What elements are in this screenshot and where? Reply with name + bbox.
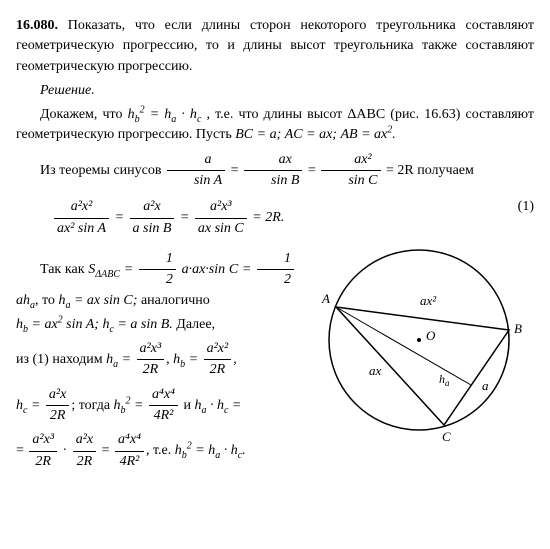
label-a: a bbox=[482, 378, 489, 393]
label-O: O bbox=[426, 328, 436, 343]
conclusion-eq: hb2 = ha · hc. bbox=[175, 443, 246, 458]
frac-ax-sinB: axsin B bbox=[244, 150, 302, 192]
triangle-abc bbox=[336, 307, 509, 425]
solution-heading: Решение. bbox=[16, 81, 534, 101]
frac-ax2-sinC: ax²sin C bbox=[321, 150, 380, 192]
label-A: A bbox=[321, 291, 330, 306]
equation-1: a²x²ax² sin A = a²xa sin B = a²x³ax sin … bbox=[52, 197, 534, 239]
label-B: B bbox=[514, 321, 522, 336]
ha-eq: ha = ax sin C; bbox=[58, 293, 137, 308]
label-ha: ha bbox=[439, 372, 450, 388]
final-line: = a²x³2R · a²x2R = a⁴x⁴4R², т.е. hb2 = h… bbox=[16, 430, 296, 472]
hb-hc-line: hb = ax2 sin A; hc = a sin B. Далее, bbox=[16, 315, 296, 335]
solution-intro: Докажем, что hb2 = ha · hc , т.е. что дл… bbox=[16, 105, 534, 146]
problem-statement: 16.080. Показать, что если длины сторон … bbox=[16, 16, 534, 77]
label-ax2: ax² bbox=[420, 293, 437, 308]
problem-number: 16.080. bbox=[16, 18, 58, 33]
eq-number-1: (1) bbox=[518, 197, 534, 217]
label-C: C bbox=[442, 429, 451, 444]
figure-16-63: A B C O ax² ax a ha bbox=[296, 245, 534, 452]
triangle-circle-diagram: A B C O ax² ax a ha bbox=[304, 245, 534, 445]
problem-text: Показать, что если длины сторон некоторо… bbox=[16, 18, 534, 74]
altitude-ha bbox=[336, 307, 471, 385]
area-line: Так как SΔABC = 12 a·ax·sin C = 12 aha, … bbox=[16, 249, 296, 311]
frac-a-sinA: asin A bbox=[167, 150, 225, 192]
from1-line: из (1) находим ha = a²x³2R, hb = a²x²2R, bbox=[16, 339, 296, 381]
sine-theorem-line: Из теоремы синусов asin A = axsin B = ax… bbox=[16, 150, 534, 192]
hc-line: hc = a²x2R; тогда hb2 = a⁴x⁴4R² и ha · h… bbox=[16, 385, 296, 427]
intro-equation: hb2 = ha · hc bbox=[128, 107, 202, 122]
let-ab: AB = ax2. bbox=[340, 127, 395, 142]
center-o-dot bbox=[417, 338, 421, 342]
label-ax: ax bbox=[369, 363, 382, 378]
